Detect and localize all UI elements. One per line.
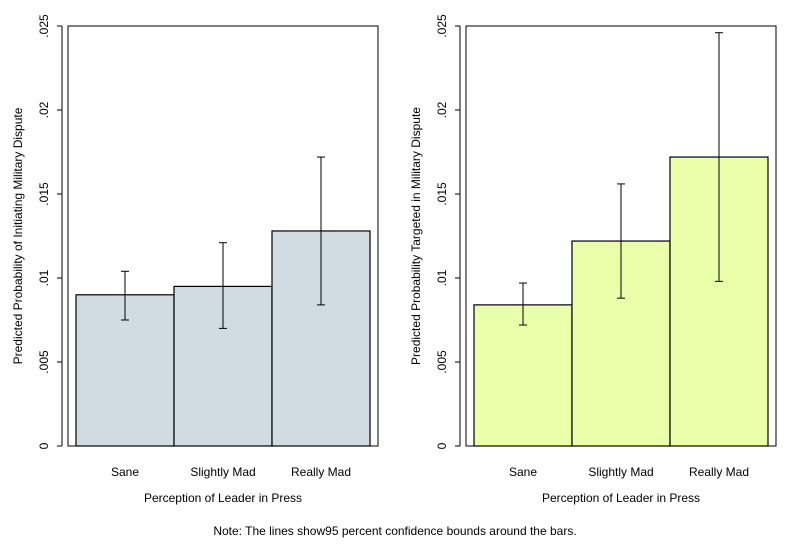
chart-panel-1: 0 .005 .01 .015 .02 .025 Predicted Probability… bbox=[11, 14, 379, 505]
y-axis-title: Predicted Probability of Initiating Mili… bbox=[11, 107, 25, 364]
x-axis-title: Perception of Leader in Press bbox=[542, 491, 700, 505]
y-tick-label: 0 bbox=[435, 442, 449, 449]
x-category-label: Sane bbox=[111, 465, 139, 479]
y-tick-label: 0 bbox=[37, 442, 51, 449]
x-category-label: Really Mad bbox=[291, 465, 351, 479]
y-tick-label: .02 bbox=[37, 101, 51, 118]
x-category-label: Slightly Mad bbox=[190, 465, 255, 479]
y-tick-label: .025 bbox=[435, 14, 449, 38]
y-tick-label: .02 bbox=[435, 101, 449, 118]
y-tick-label: .01 bbox=[37, 269, 51, 286]
x-category-label: Sane bbox=[509, 465, 537, 479]
x-axis-title: Perception of Leader in Press bbox=[144, 491, 302, 505]
y-tick-label: .015 bbox=[435, 182, 449, 206]
y-tick-label: .025 bbox=[37, 14, 51, 38]
y-tick-label: .005 bbox=[435, 350, 449, 374]
y-tick-label: .015 bbox=[37, 182, 51, 206]
y-tick-label: .005 bbox=[37, 350, 51, 374]
bar bbox=[473, 304, 573, 447]
y-axis-title: Predicted Probability Targeted in Milita… bbox=[409, 107, 423, 365]
chart-panel-2: 0 .005 .01 .015 .02 .025 Predicted Probability… bbox=[409, 14, 777, 505]
x-category-label: Really Mad bbox=[689, 465, 749, 479]
figure-note: Note: The lines show95 percent confidenc… bbox=[213, 524, 577, 538]
x-category-label: Slightly Mad bbox=[588, 465, 653, 479]
y-tick-label: .01 bbox=[435, 269, 449, 286]
